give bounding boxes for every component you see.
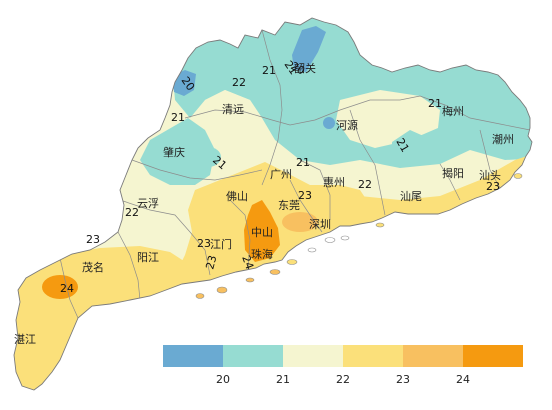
boundary-line <box>119 199 211 276</box>
city-label-zhuhai: 珠海 <box>251 247 273 261</box>
band-21-22-west <box>140 118 215 185</box>
island <box>245 277 255 283</box>
legend-swatch <box>163 345 223 367</box>
city-label-chaozhou: 潮州 <box>492 132 514 146</box>
island <box>307 247 317 253</box>
legend-tick-label: 22 <box>336 373 350 386</box>
contour-label-24: 24 <box>239 254 256 272</box>
island <box>195 293 205 299</box>
island <box>286 259 298 265</box>
city-label-yangjiang: 阳江 <box>137 251 159 264</box>
city-label-guangzhou: 广州 <box>270 168 292 181</box>
city-label-shaoguan: 韶关 <box>294 61 316 75</box>
boundary-line <box>184 95 531 131</box>
island <box>269 269 281 275</box>
contour-label-21: 21 <box>262 64 276 77</box>
legend-swatch <box>283 345 343 367</box>
boundary-line <box>229 199 251 271</box>
city-label-shantou: 汕头 <box>479 169 501 182</box>
legend-tick-label: 21 <box>276 373 290 386</box>
city-boundaries <box>59 29 531 319</box>
city-label-heyuan: 河源 <box>336 118 358 132</box>
city-label-qingyuan: 清远 <box>222 103 244 116</box>
boundary-line <box>261 29 283 186</box>
province-outline <box>13 17 533 391</box>
legend-swatch <box>403 345 463 367</box>
city-label-zhongshan: 中山 <box>251 226 273 239</box>
legend-tick-label: 23 <box>396 373 410 386</box>
band-20-21-heyuan <box>323 117 335 129</box>
city-label-shanwei: 汕尾 <box>400 190 422 203</box>
island <box>216 286 228 294</box>
contour-label-23: 23 <box>86 233 100 246</box>
contour-label-21: 21 <box>171 111 185 124</box>
city-label-zhaoqing: 肇庆 <box>163 145 185 159</box>
city-label-yunfu: 云浮 <box>137 197 159 210</box>
city-label-jieyang: 揭阳 <box>442 166 464 180</box>
legend-swatch <box>223 345 283 367</box>
city-labels: 韶关 清远 河源 梅州 潮州 肇庆 广州 惠州 揭阳 汕头 佛山 东莞 汕尾 云… <box>14 61 514 346</box>
contour-label-23: 23 <box>298 189 312 202</box>
boundary-line <box>349 109 386 216</box>
contour-label-22: 22 <box>358 178 372 191</box>
island <box>513 173 523 179</box>
city-label-jiangmen: 江门 <box>210 237 232 251</box>
island <box>340 235 350 241</box>
legend-tick-label: 24 <box>456 373 470 386</box>
contour-label-21: 21 <box>428 97 442 110</box>
band-22-23-north-patch <box>205 90 270 155</box>
legend-swatch <box>463 345 523 367</box>
boundary-line <box>131 159 263 181</box>
band-24-plus-maoming <box>42 275 78 299</box>
contour-label-23: 23 <box>486 180 500 193</box>
contour-label-23: 23 <box>197 237 211 250</box>
boundary-line <box>479 129 501 189</box>
color-legend: 20 21 22 23 24 <box>163 345 523 386</box>
band-24-plus-zhongshan <box>244 200 280 262</box>
boundary-line <box>439 163 461 201</box>
city-label-dongguan: 东莞 <box>278 199 300 212</box>
city-label-meizhou: 梅州 <box>442 104 464 118</box>
islands <box>195 173 523 299</box>
city-label-foshan: 佛山 <box>226 190 248 203</box>
contour-label-21: 21 <box>296 156 310 169</box>
legend-tick-label: 20 <box>216 373 230 386</box>
contour-label-23: 23 <box>203 254 219 271</box>
boundary-line <box>59 257 79 319</box>
boundary-line <box>117 231 141 301</box>
contour-label-20: 20 <box>289 59 308 77</box>
band-21-22-zhaoqing <box>195 147 221 167</box>
city-label-huizhou: 惠州 <box>323 175 345 189</box>
city-label-shenzhen: 深圳 <box>309 218 331 231</box>
band-23-24-dongguan <box>282 212 318 232</box>
band-21-22-heyuan-east <box>392 130 430 166</box>
band-20-21-shaoguan <box>292 26 326 72</box>
city-label-zhanjiang: 湛江 <box>14 333 36 346</box>
island <box>324 237 336 243</box>
island <box>375 222 385 228</box>
contour-label-21: 21 <box>393 136 411 155</box>
city-label-maoming: 茂名 <box>82 260 104 274</box>
boundary-line <box>299 159 331 220</box>
contour-label-22: 22 <box>232 76 246 89</box>
contour-label-24: 24 <box>60 282 74 295</box>
legend-swatch <box>343 345 403 367</box>
contour-label-22: 22 <box>125 206 139 219</box>
contour-labels: 20 20 21 21 22 21 21 21 21 21 22 22 23 2… <box>60 58 500 295</box>
boundary-line <box>289 179 323 233</box>
